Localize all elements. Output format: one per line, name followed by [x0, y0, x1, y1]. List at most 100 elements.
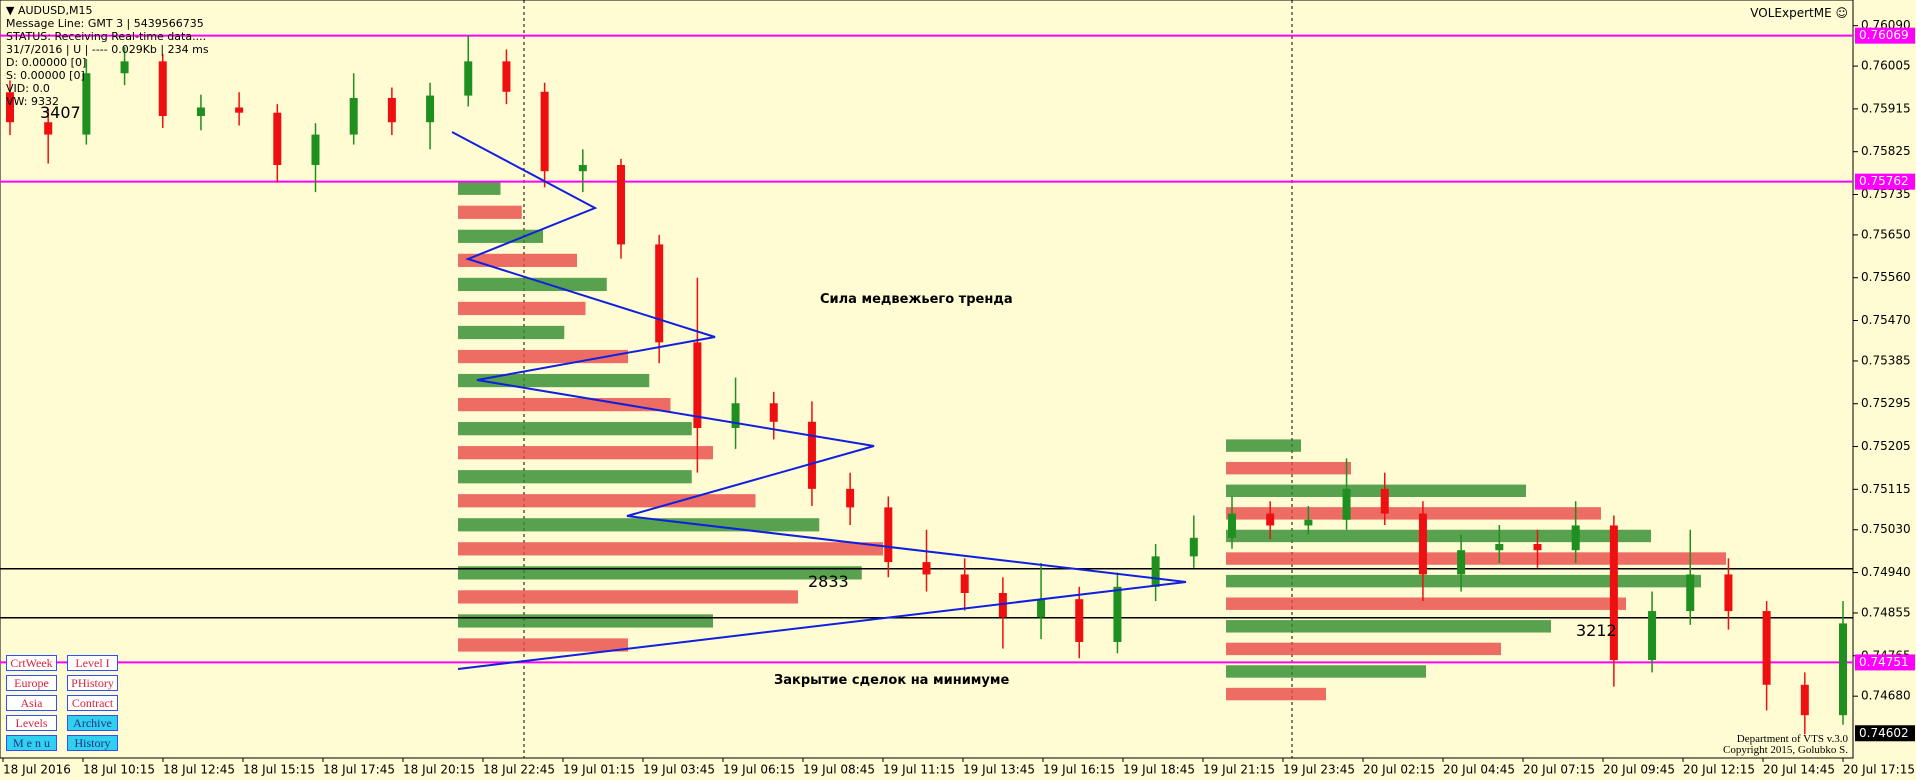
x-tick-label: 20 Jul 02:15: [1363, 763, 1435, 777]
x-tick-label: 19 Jul 01:15: [563, 763, 635, 777]
volume-profile-bar: [458, 277, 607, 292]
y-tick-label: 0.75030: [1861, 522, 1911, 536]
info-line: VID: 0.0: [6, 82, 50, 95]
x-tick-label: 18 Jul 12:45: [163, 763, 235, 777]
y-tick-label: 0.75650: [1861, 227, 1911, 241]
candle-body: [1609, 525, 1618, 661]
candle-body: [1075, 599, 1084, 642]
button[interactable]: Europe: [6, 675, 57, 691]
volume-profile-bar: [1226, 597, 1626, 610]
zigzag-drawing: [451, 131, 1187, 670]
x-tick-label: 18 Jul 17:45: [323, 763, 395, 777]
volume-profile-bar: [458, 253, 577, 267]
x-tick-label: 19 Jul 03:45: [643, 763, 715, 777]
candle-body: [1113, 586, 1122, 642]
candle-body: [617, 165, 625, 245]
candle-body: [158, 61, 167, 117]
level-label-box: [1855, 173, 1915, 190]
symbol: ▼ AUDUSD,M15: [6, 4, 93, 17]
x-tick-label: 20 Jul 09:45: [1603, 763, 1675, 777]
candle-body: [998, 592, 1007, 618]
candle-body: [578, 165, 587, 172]
button[interactable]: Level I: [67, 655, 118, 671]
candle-body: [846, 488, 855, 508]
candle-body: [1686, 574, 1695, 612]
x-tick-label: 19 Jul 16:15: [1043, 763, 1115, 777]
volume-profile-bar: [458, 325, 565, 340]
candle-body: [1762, 611, 1771, 685]
candle-body: [1495, 544, 1504, 551]
info-line: Message Line: GMT 3 | 5439566735: [6, 17, 204, 30]
volume-profile-bar: [1226, 461, 1351, 475]
volume-profile-bar: [458, 373, 650, 388]
candle-body: [1189, 537, 1198, 557]
button[interactable]: PHistory: [67, 675, 118, 691]
volume-profile-bar: [458, 566, 862, 580]
x-tick-label: 18 Jul 10:15: [83, 763, 155, 777]
footer-line: Copyright 2015, Golubko S.: [1723, 744, 1848, 756]
candle-body: [731, 403, 740, 428]
volume-profile-bar: [1226, 552, 1726, 565]
volume-profile-bar: [1226, 687, 1326, 701]
volume-profile-bar: [458, 470, 692, 484]
volume-profile-bar: [1226, 507, 1601, 520]
x-tick-label: 20 Jul 14:45: [1763, 763, 1835, 777]
button[interactable]: CrtWeek: [6, 655, 57, 671]
candle-body: [807, 421, 816, 489]
y-tick-label: 0.75470: [1861, 313, 1911, 327]
candle-body: [1533, 544, 1542, 551]
candle-body: [693, 342, 702, 428]
candle-body: [1151, 556, 1160, 587]
candle-body: [82, 73, 91, 135]
button[interactable]: M e n u: [6, 735, 57, 751]
candle-body: [1800, 684, 1809, 716]
y-tick-label: 0.75385: [1861, 353, 1911, 367]
button[interactable]: Contract: [67, 695, 118, 711]
candle-body: [540, 91, 549, 172]
button[interactable]: History: [67, 735, 118, 751]
info-line: S: 0.00000 [0]: [6, 69, 85, 82]
x-tick-label: 18 Jul 22:45: [483, 763, 555, 777]
candle-body: [1457, 550, 1466, 575]
info-line: 31/7/2016 | U | ---- 0.029Kb | 234 ms: [6, 43, 209, 56]
candle-body: [273, 112, 282, 166]
price-box: [1855, 725, 1915, 742]
volume-label: 3212: [1576, 621, 1617, 640]
annotation: Сила медвежьего тренда: [820, 292, 1013, 307]
volume-profile-bar: [458, 518, 820, 532]
x-tick-label: 20 Jul 04:45: [1443, 763, 1515, 777]
button[interactable]: Archive: [67, 715, 118, 731]
candle-body: [1380, 488, 1389, 514]
y-tick-label: 0.75915: [1861, 101, 1911, 115]
volume-profile-bar: [1226, 439, 1301, 452]
volume-profile-bar: [458, 542, 883, 556]
button[interactable]: Asia: [6, 695, 57, 711]
x-tick-label: 20 Jul 07:15: [1523, 763, 1595, 777]
x-tick-label: 18 Jul 20:15: [403, 763, 475, 777]
volume-profile-bar: [458, 590, 798, 604]
candle-body: [1228, 513, 1236, 538]
x-tick-label: 19 Jul 21:15: [1203, 763, 1275, 777]
brand: VOLExpertME ☺: [1750, 6, 1848, 20]
volume-label: 2833: [808, 572, 849, 591]
y-tick-label: 0.74855: [1861, 605, 1911, 619]
x-tick-label: 19 Jul 06:15: [723, 763, 795, 777]
candle-body: [311, 134, 320, 166]
x-tick-label: 20 Jul 17:15: [1843, 763, 1915, 777]
y-tick-label: 0.74680: [1861, 689, 1911, 703]
x-tick-label: 19 Jul 13:45: [963, 763, 1035, 777]
candle-body: [426, 95, 435, 123]
x-tick-label: 20 Jul 12:15: [1683, 763, 1755, 777]
candle-body: [349, 97, 358, 135]
info-line: VW: 9332: [6, 95, 59, 108]
volume-label: 3407: [40, 103, 81, 122]
button[interactable]: Levels: [6, 715, 57, 731]
volume-profile-bar: [458, 494, 756, 508]
y-tick-label: 0.75295: [1861, 396, 1911, 410]
info-panel: ▼ AUDUSD,M15 Message Line: GMT 3 | 54395…: [6, 4, 209, 108]
candle-body: [464, 61, 473, 96]
volume-profile-bar: [458, 301, 586, 316]
y-tick-label: 0.76005: [1861, 59, 1911, 73]
